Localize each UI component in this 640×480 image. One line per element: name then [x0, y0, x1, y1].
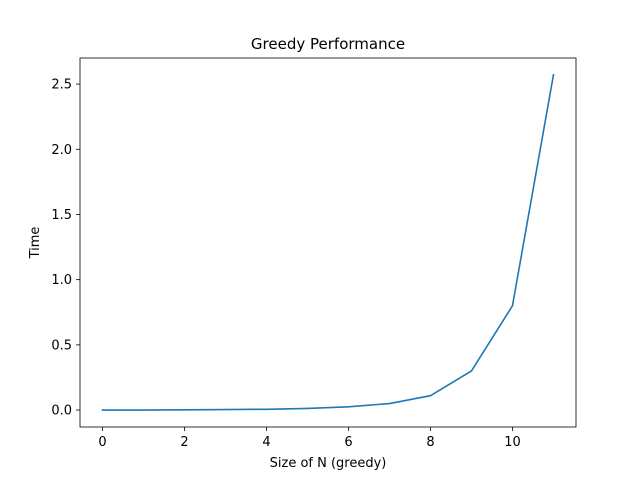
x-tick-label: 6 — [344, 435, 352, 450]
y-tick-label: 0.0 — [51, 404, 72, 419]
data-point — [142, 409, 145, 411]
y-tick-label: 0.5 — [51, 338, 72, 353]
data-point — [224, 408, 227, 411]
x-axis-label: Size of N (greedy) — [270, 456, 387, 471]
series-line — [101, 74, 555, 411]
y-tick-label: 2.5 — [51, 78, 72, 93]
data-point — [429, 394, 432, 397]
x-tick-label: 2 — [180, 435, 188, 450]
data-point — [101, 409, 104, 411]
data-point — [306, 407, 309, 410]
data-point — [470, 370, 473, 372]
chart-title: Greedy Performance — [251, 35, 405, 53]
data-point — [388, 402, 391, 405]
y-tick-label: 1.0 — [51, 273, 72, 288]
x-tick-label: 10 — [504, 435, 521, 450]
series-layer — [101, 74, 555, 411]
data-point — [265, 408, 268, 411]
x-tick-label: 8 — [426, 435, 434, 450]
y-axis-label: Time — [28, 227, 43, 260]
y-tick-label: 1.5 — [51, 208, 72, 223]
ticks-layer: 0 2 4 6 8 10 0.0 0.5 1.0 1.5 2.0 2.5 — [51, 78, 520, 450]
data-point — [511, 304, 514, 307]
y-tick-label: 2.0 — [51, 143, 72, 158]
x-tick-label: 0 — [98, 435, 106, 450]
x-tick-label: 4 — [262, 435, 270, 450]
data-point — [552, 74, 555, 76]
axes-frame — [79, 57, 577, 428]
data-point — [183, 408, 186, 411]
data-point — [347, 405, 350, 408]
